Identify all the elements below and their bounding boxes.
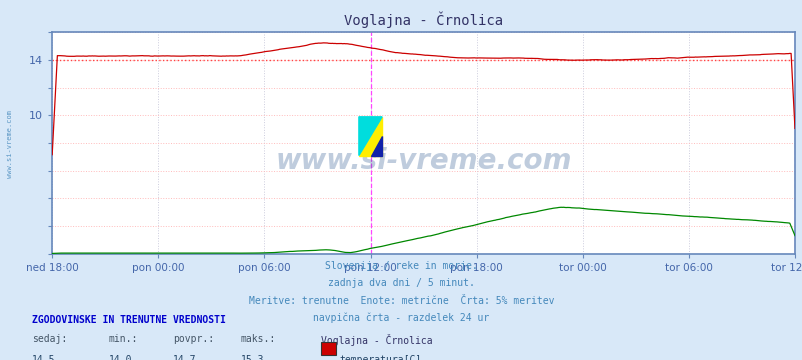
Text: www.si-vreme.com: www.si-vreme.com: [6, 110, 13, 178]
Text: Meritve: trenutne  Enote: metrične  Črta: 5% meritev: Meritve: trenutne Enote: metrične Črta: …: [249, 296, 553, 306]
Text: ZGODOVINSKE IN TRENUTNE VREDNOSTI: ZGODOVINSKE IN TRENUTNE VREDNOSTI: [32, 315, 225, 325]
Text: povpr.:: povpr.:: [172, 334, 213, 344]
Polygon shape: [358, 117, 382, 156]
Polygon shape: [370, 136, 382, 156]
Text: temperatura[C]: temperatura[C]: [339, 355, 421, 360]
Text: zadnja dva dni / 5 minut.: zadnja dva dni / 5 minut.: [328, 278, 474, 288]
Text: 15,3: 15,3: [241, 355, 264, 360]
Text: sedaj:: sedaj:: [32, 334, 67, 344]
Title: Voglajna - Črnolica: Voglajna - Črnolica: [343, 12, 503, 28]
Text: 14,7: 14,7: [172, 355, 196, 360]
Text: navpična črta - razdelek 24 ur: navpična črta - razdelek 24 ur: [313, 313, 489, 323]
Text: Voglajna - Črnolica: Voglajna - Črnolica: [321, 334, 432, 346]
Text: min.:: min.:: [108, 334, 138, 344]
Text: maks.:: maks.:: [241, 334, 276, 344]
Text: 14,5: 14,5: [32, 355, 55, 360]
Text: Slovenija / reke in morje.: Slovenija / reke in morje.: [325, 261, 477, 271]
Text: 14,0: 14,0: [108, 355, 132, 360]
Polygon shape: [358, 117, 382, 156]
Text: www.si-vreme.com: www.si-vreme.com: [275, 147, 571, 175]
